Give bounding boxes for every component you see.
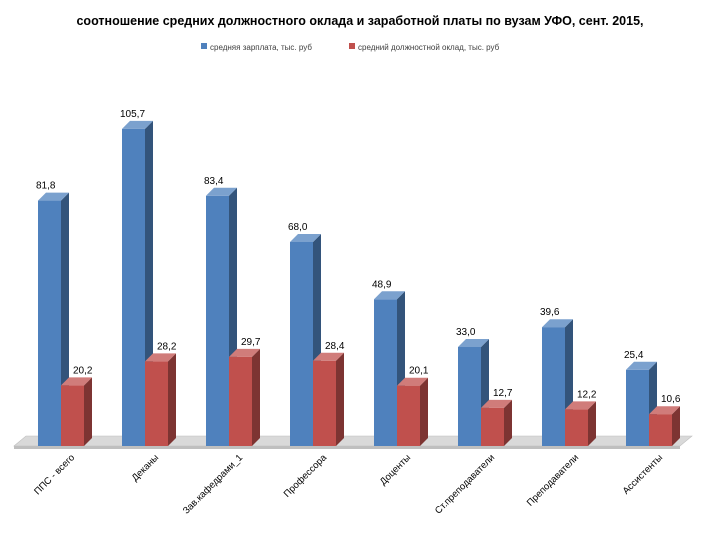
value-label-base-4: 20,1 <box>409 366 429 377</box>
bar-base-7 <box>649 406 680 446</box>
bar-base-2 <box>229 348 260 446</box>
category-label-4: Доценты <box>378 452 413 487</box>
value-label-salary-0: 81,8 <box>36 181 56 192</box>
bar-base-6 <box>565 401 596 446</box>
category-label-5: Ст.преподаватели <box>433 452 497 516</box>
value-label-salary-2: 83,4 <box>204 176 224 187</box>
category-label-6: Преподаватели <box>525 452 581 508</box>
bar-base-1 <box>145 353 176 446</box>
value-label-base-1: 28,2 <box>157 341 177 352</box>
bar-salary-7 <box>626 361 657 446</box>
category-label-3: Профессора <box>282 452 330 500</box>
bar-group <box>38 120 680 447</box>
category-label-7: Ассистенты <box>621 452 666 497</box>
value-label-base-3: 28,4 <box>325 341 345 352</box>
value-label-base-0: 20,2 <box>73 365 93 376</box>
legend-label-salary: средняя зарплата, тыс. руб <box>210 43 312 52</box>
legend-swatch-salary <box>201 43 207 49</box>
value-labels: 81,8 20,2 105,7 28,2 83,4 29,7 68,0 28,4 48,9 20,… <box>36 109 681 405</box>
category-label-0: ППС - всего <box>32 452 77 497</box>
legend-label-base: средний должностной оклад, тыс. руб <box>358 43 500 52</box>
category-labels: ППС - всего Деканы Зав.кафедрами_1 Профессо… <box>32 452 665 517</box>
floor-front <box>14 446 680 449</box>
category-label-1: Деканы <box>130 452 162 484</box>
bar-base-3 <box>313 352 344 446</box>
value-label-salary-1: 105,7 <box>120 109 145 120</box>
value-label-salary-3: 68,0 <box>288 222 308 233</box>
bar-base-4 <box>397 377 428 446</box>
value-label-base-5: 12,7 <box>493 388 513 399</box>
category-label-2: Зав.кафедрами_1 <box>181 452 245 516</box>
value-label-base-7: 10,6 <box>661 394 681 405</box>
bar-base-0 <box>61 377 92 446</box>
bar-base-5 <box>481 399 512 446</box>
chart-floor <box>13 435 693 449</box>
legend-swatch-base <box>349 43 355 49</box>
chart-title: соотношение средних должностного оклада … <box>76 14 643 28</box>
value-label-salary-7: 25,4 <box>624 350 644 361</box>
value-label-base-2: 29,7 <box>241 337 261 348</box>
value-label-salary-6: 39,6 <box>540 307 560 318</box>
value-label-salary-5: 33,0 <box>456 327 476 338</box>
value-label-base-6: 12,2 <box>577 389 597 400</box>
legend: средняя зарплата, тыс. руб средний должн… <box>201 43 500 52</box>
value-label-salary-4: 48,9 <box>372 279 392 290</box>
